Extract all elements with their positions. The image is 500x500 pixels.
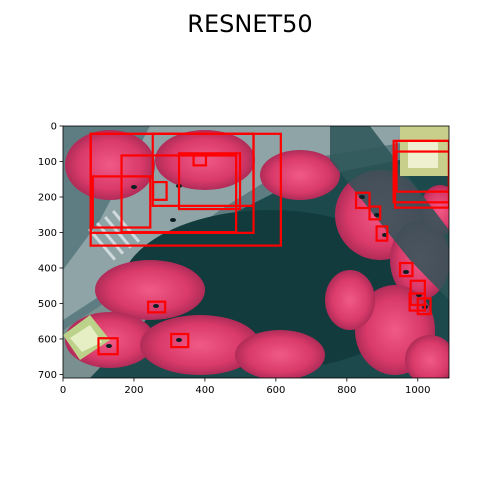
detection-box [192, 154, 208, 167]
y-axis-ticks: 0 100 200 300 400 500 600 700 [38, 122, 63, 381]
detection-box [151, 132, 255, 207]
figure-title: RESNET50 [187, 10, 312, 38]
detection-box [91, 175, 152, 229]
detection-box [395, 139, 449, 193]
detection-box [152, 180, 168, 201]
y-tick-label: 700 [38, 370, 57, 381]
y-tick-label: 100 [38, 157, 57, 168]
y-tick-label: 300 [38, 228, 57, 239]
y-tick-label: 500 [38, 299, 57, 310]
detection-box [177, 152, 242, 211]
detection-box [170, 332, 190, 349]
detection-box [375, 225, 389, 242]
x-tick-label: 1000 [405, 385, 430, 396]
x-axis-ticks: 0 200 400 600 800 1000 [60, 378, 431, 396]
x-tick-label: 0 [60, 385, 66, 396]
y-tick-label: 200 [38, 192, 57, 203]
detection-box [416, 297, 432, 316]
detection-box [354, 191, 371, 210]
image-axes: 0 200 400 600 800 1000 0 100 200 300 400 500 600 700 [38, 122, 450, 396]
x-tick-label: 400 [195, 385, 214, 396]
detection-boxes [89, 132, 449, 356]
axes-frame [62, 125, 450, 379]
y-tick-label: 0 [51, 122, 57, 133]
detection-box [398, 261, 414, 278]
y-tick-label: 400 [38, 263, 57, 274]
detection-box [368, 205, 382, 221]
x-tick-label: 600 [266, 385, 285, 396]
y-tick-label: 600 [38, 334, 57, 345]
detection-box [97, 337, 119, 356]
x-tick-label: 200 [124, 385, 143, 396]
x-tick-label: 800 [337, 385, 356, 396]
detection-box [147, 300, 167, 314]
